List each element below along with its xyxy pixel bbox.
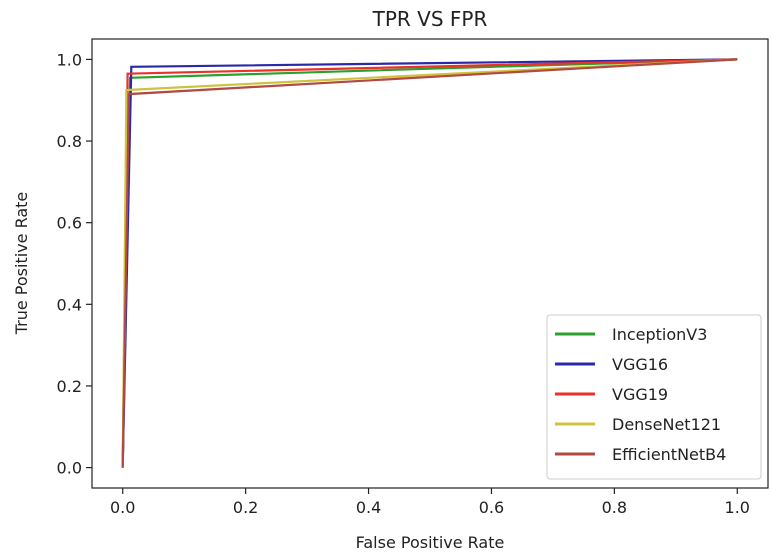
- y-tick-label: 0.4: [57, 295, 82, 314]
- x-tick-label: 0.8: [602, 498, 627, 517]
- plot-lines: [121, 58, 738, 468]
- y-tick-label: 0.8: [57, 132, 82, 151]
- plot-frame: [91, 38, 769, 489]
- y-tick-label: 0.2: [57, 377, 82, 396]
- chart-title: TPR VS FPR: [372, 7, 488, 31]
- legend-label-2: VGG19: [612, 385, 668, 404]
- series-line-4: [121, 58, 738, 468]
- y-tick-label: 0.6: [57, 214, 82, 233]
- y-tick-label: 0.0: [57, 459, 82, 478]
- x-tick-label: 0.0: [110, 498, 135, 517]
- x-tick-label: 0.6: [479, 498, 504, 517]
- legend-label-0: InceptionV3: [612, 325, 707, 344]
- y-axis-ticks: 0.0 0.2 0.4 0.6 0.8 1.0: [57, 50, 92, 478]
- x-tick-label: 0.2: [233, 498, 258, 517]
- legend: InceptionV3 VGG16 VGG19 DenseNet121 Efficien…: [546, 314, 762, 480]
- x-tick-label: 0.4: [356, 498, 381, 517]
- legend-label-1: VGG16: [612, 355, 668, 374]
- x-axis-ticks: 0.0 0.2 0.4 0.6 0.8 1.0: [110, 488, 750, 517]
- y-axis-label: True Positive Rate: [12, 192, 31, 336]
- legend-label-4: EfficientNetB4: [612, 445, 726, 464]
- legend-label-3: DenseNet121: [612, 415, 721, 434]
- x-tick-label: 1.0: [725, 498, 750, 517]
- legend-frame: [546, 314, 762, 480]
- x-axis-label: False Positive Rate: [356, 533, 505, 552]
- y-tick-label: 1.0: [57, 50, 82, 69]
